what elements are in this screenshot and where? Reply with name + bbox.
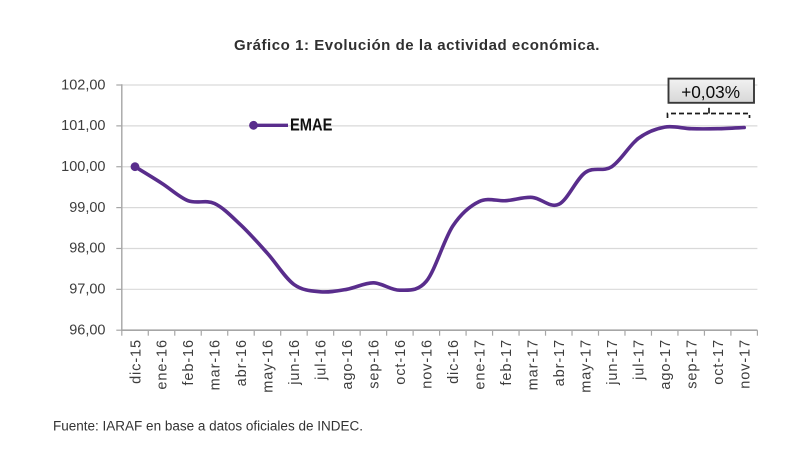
svg-text:ene-17: ene-17 (473, 339, 489, 390)
svg-text:ago-17: ago-17 (658, 339, 674, 390)
svg-text:sep-16: sep-16 (367, 339, 383, 389)
svg-text:100,00: 100,00 (61, 159, 105, 175)
svg-text:mar-16: mar-16 (208, 339, 224, 390)
svg-text:97,00: 97,00 (69, 282, 105, 298)
svg-text:dic-15: dic-15 (128, 339, 144, 384)
svg-text:oct-17: oct-17 (711, 339, 727, 385)
svg-text:jun-16: jun-16 (287, 339, 303, 386)
svg-text:oct-16: oct-16 (393, 339, 409, 385)
svg-text:+0,03%: +0,03% (681, 82, 740, 102)
svg-text:101,00: 101,00 (61, 118, 105, 134)
svg-text:99,00: 99,00 (69, 200, 105, 216)
svg-text:abr-17: abr-17 (552, 339, 568, 386)
svg-text:dic-16: dic-16 (446, 339, 462, 384)
svg-text:98,00: 98,00 (69, 241, 105, 257)
svg-text:jul-16: jul-16 (314, 339, 330, 381)
svg-text:feb-16: feb-16 (181, 339, 197, 386)
svg-text:feb-17: feb-17 (499, 339, 515, 386)
svg-text:102,00: 102,00 (61, 77, 105, 93)
svg-text:may-17: may-17 (578, 339, 594, 393)
svg-text:sep-17: sep-17 (684, 339, 700, 389)
svg-text:jun-17: jun-17 (605, 339, 621, 386)
svg-text:abr-16: abr-16 (234, 339, 250, 386)
svg-text:ago-16: ago-16 (340, 339, 356, 390)
svg-text:jul-17: jul-17 (631, 339, 647, 381)
svg-text:nov-16: nov-16 (420, 339, 436, 389)
svg-text:EMAE: EMAE (290, 115, 333, 134)
svg-text:Gráfico 1: Evolución de la act: Gráfico 1: Evolución de la actividad eco… (234, 37, 600, 54)
svg-text:ene-16: ene-16 (155, 339, 171, 390)
svg-text:nov-17: nov-17 (737, 339, 753, 389)
svg-text:may-16: may-16 (261, 339, 277, 393)
svg-text:Fuente: IARAF en base a datos: Fuente: IARAF en base a datos oficiales … (53, 419, 363, 435)
svg-text:mar-17: mar-17 (526, 339, 542, 390)
svg-text:96,00: 96,00 (69, 322, 105, 338)
